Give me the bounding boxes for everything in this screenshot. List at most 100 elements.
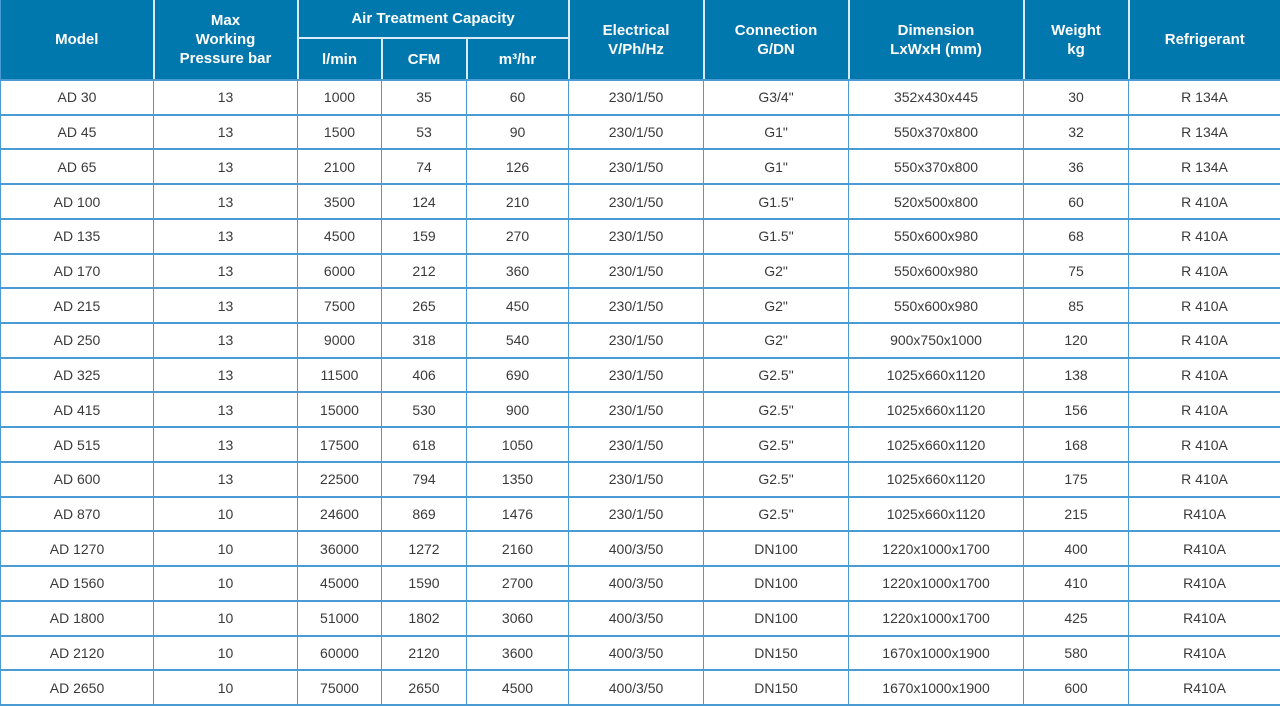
header-connection: Connection G/DN	[702, 0, 850, 81]
cell-dimension: 1025x660x1120	[848, 356, 1025, 394]
cell-electrical: 400/3/50	[568, 669, 705, 706]
cell-dimension: 900x750x1000	[848, 322, 1025, 359]
cell-dimension: 550x600x980	[848, 287, 1025, 325]
cell-electrical: 400/3/50	[568, 599, 705, 637]
cell-m3hr: 2160	[465, 530, 570, 568]
cell-connection: G2"	[703, 252, 850, 290]
cell-cfm: 1802	[381, 599, 467, 637]
cell-lmin: 9000	[297, 322, 382, 359]
cell-electrical: 400/3/50	[568, 530, 705, 568]
cell-refrigerant: R 410A	[1128, 287, 1280, 325]
cell-refrigerant: R410A	[1128, 565, 1280, 602]
cell-model: AD 30	[0, 79, 154, 116]
cell-weight: 400	[1023, 530, 1130, 568]
cell-cfm: 159	[381, 217, 467, 255]
cell-pressure: 13	[153, 391, 298, 429]
cell-m3hr: 360	[465, 252, 570, 290]
cell-pressure: 10	[153, 530, 298, 568]
cell-cfm: 53	[381, 113, 467, 151]
cell-dimension: 1025x660x1120	[848, 391, 1025, 429]
cell-pressure: 10	[153, 565, 298, 602]
cell-model: AD 170	[0, 252, 154, 290]
cell-pressure: 13	[153, 183, 298, 220]
table-row: AD 65 13 2100 74 126 230/1/50 G1" 550x370x800 36…	[0, 148, 1280, 186]
cell-connection: G1.5"	[703, 217, 850, 255]
cell-refrigerant: R410A	[1128, 599, 1280, 637]
cell-lmin: 15000	[297, 391, 382, 429]
cell-cfm: 530	[381, 391, 467, 429]
cell-pressure: 10	[153, 669, 298, 706]
cell-weight: 75	[1023, 252, 1130, 290]
table-row: AD 600 13 22500 794 1350 230/1/50 G2.5" 1025x66…	[0, 460, 1280, 498]
cell-weight: 410	[1023, 565, 1130, 602]
cell-refrigerant: R 410A	[1128, 183, 1280, 220]
cell-pressure: 13	[153, 460, 298, 498]
cell-lmin: 3500	[297, 183, 382, 220]
header-electrical: Electrical V/Ph/Hz	[567, 0, 705, 81]
cell-lmin: 22500	[297, 460, 382, 498]
cell-electrical: 230/1/50	[568, 287, 705, 325]
cell-dimension: 550x370x800	[848, 148, 1025, 186]
cell-dimension: 1025x660x1120	[848, 495, 1025, 533]
table-row: AD 170 13 6000 212 360 230/1/50 G2" 550x600x980…	[0, 252, 1280, 290]
cell-lmin: 7500	[297, 287, 382, 325]
cell-lmin: 17500	[297, 426, 382, 463]
cell-weight: 30	[1023, 79, 1130, 116]
cell-model: AD 415	[0, 391, 154, 429]
cell-cfm: 1590	[381, 565, 467, 602]
cell-pressure: 13	[153, 287, 298, 325]
cell-refrigerant: R410A	[1128, 495, 1280, 533]
cell-model: AD 250	[0, 322, 154, 359]
cell-refrigerant: R 134A	[1128, 79, 1280, 116]
cell-weight: 68	[1023, 217, 1130, 255]
cell-lmin: 24600	[297, 495, 382, 533]
cell-model: AD 2650	[0, 669, 154, 706]
cell-lmin: 4500	[297, 217, 382, 255]
table-row: AD 325 13 11500 406 690 230/1/50 G2.5" 1025x660…	[0, 356, 1280, 394]
cell-electrical: 230/1/50	[568, 217, 705, 255]
table-header: Model Max Working Pressure bar Air Treat…	[0, 0, 1280, 81]
cell-m3hr: 3600	[465, 634, 570, 672]
cell-weight: 600	[1023, 669, 1130, 706]
table-body: AD 30 13 1000 35 60 230/1/50 G3/4" 352x430x445 3…	[0, 79, 1280, 706]
header-capacity-m3hr: m³/hr	[465, 38, 570, 81]
cell-model: AD 1270	[0, 530, 154, 568]
cell-lmin: 11500	[297, 356, 382, 394]
table-row: AD 250 13 9000 318 540 230/1/50 G2" 900x750x100…	[0, 322, 1280, 359]
cell-dimension: 520x500x800	[848, 183, 1025, 220]
cell-dimension: 550x370x800	[848, 113, 1025, 151]
cell-model: AD 215	[0, 287, 154, 325]
cell-pressure: 13	[153, 252, 298, 290]
cell-weight: 36	[1023, 148, 1130, 186]
cell-model: AD 1800	[0, 599, 154, 637]
cell-weight: 60	[1023, 183, 1130, 220]
table-row: AD 30 13 1000 35 60 230/1/50 G3/4" 352x430x445 3…	[0, 79, 1280, 116]
cell-electrical: 230/1/50	[568, 426, 705, 463]
cell-model: AD 600	[0, 460, 154, 498]
cell-model: AD 2120	[0, 634, 154, 672]
cell-pressure: 10	[153, 634, 298, 672]
cell-refrigerant: R 410A	[1128, 322, 1280, 359]
cell-cfm: 2120	[381, 634, 467, 672]
cell-dimension: 1220x1000x1700	[848, 530, 1025, 568]
cell-m3hr: 1476	[465, 495, 570, 533]
cell-dimension: 1670x1000x1900	[848, 669, 1025, 706]
cell-electrical: 230/1/50	[568, 113, 705, 151]
cell-electrical: 230/1/50	[568, 252, 705, 290]
cell-cfm: 618	[381, 426, 467, 463]
cell-weight: 138	[1023, 356, 1130, 394]
cell-lmin: 36000	[297, 530, 382, 568]
cell-dimension: 1220x1000x1700	[848, 599, 1025, 637]
table-row: AD 415 13 15000 530 900 230/1/50 G2.5" 1025x660…	[0, 391, 1280, 429]
cell-model: AD 870	[0, 495, 154, 533]
cell-model: AD 45	[0, 113, 154, 151]
cell-model: AD 135	[0, 217, 154, 255]
cell-m3hr: 126	[465, 148, 570, 186]
cell-cfm: 35	[381, 79, 467, 116]
cell-connection: G2.5"	[703, 391, 850, 429]
cell-m3hr: 690	[465, 356, 570, 394]
cell-pressure: 13	[153, 113, 298, 151]
cell-electrical: 400/3/50	[568, 565, 705, 602]
